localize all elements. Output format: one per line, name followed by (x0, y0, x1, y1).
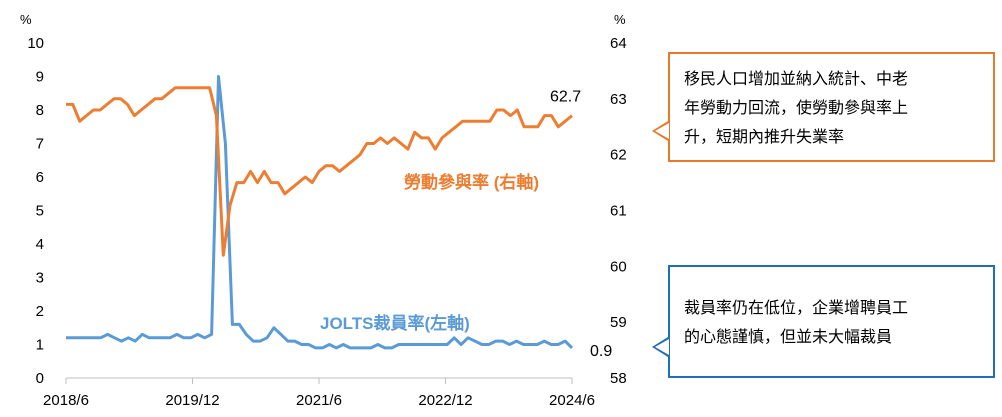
callout-line: 年勞動力回流，使勞動參與率上 (684, 98, 909, 117)
left-axis-tick-label: 4 (36, 236, 44, 253)
left-axis-ticks: 0 1 2 3 4 5 6 7 8 9 10 (27, 35, 44, 387)
left-axis-tick-label: 9 (36, 69, 44, 86)
right-axis-tick-label: 63 (610, 91, 627, 108)
callout-line: 的心態謹慎，但並未大幅裁員 (684, 327, 893, 346)
left-axis-unit: % (20, 12, 32, 27)
callout-line: 升，短期內推升失業率 (684, 127, 845, 146)
callout-pointer-1-fill (655, 123, 669, 139)
right-axis-tick-label: 60 (610, 258, 627, 275)
series-line-labor-participation-rate (66, 86, 573, 257)
x-axis-tick-label: 2018/6 (43, 392, 89, 409)
right-axis-tick-label: 62 (610, 147, 627, 164)
x-axis-tick-label: 2022/12 (418, 392, 472, 409)
series-label-jolts-layoff-rate: JOLTS裁員率(左軸) (320, 313, 470, 333)
x-axis-ticks: 2018/6 2019/12 2021/6 2022/12 2024/6 (43, 378, 595, 409)
series-line-jolts-layoff-rate (66, 75, 574, 350)
end-value-jolts-layoff-rate: 0.9 (590, 343, 612, 360)
left-axis-tick-label: 6 (36, 169, 44, 186)
right-axis-unit: % (614, 12, 626, 27)
left-axis-tick-label: 2 (36, 303, 44, 320)
left-axis-tick-label: 1 (36, 337, 44, 354)
left-axis-tick-label: 8 (36, 102, 44, 119)
callout-line: 裁員率仍在低位，企業增聘員工 (684, 298, 909, 317)
right-axis-tick-label: 61 (610, 203, 627, 220)
left-axis-tick-label: 10 (27, 35, 44, 52)
x-axis-tick-label: 2024/6 (549, 392, 595, 409)
callout-line: 移民人口增加並納入統計、中老 (684, 69, 909, 88)
callout-box-labor-participation: 移民人口增加並納入統計、中老 年勞動力回流，使勞動參與率上 升，短期內推升失業率 (668, 52, 995, 162)
left-axis-tick-label: 0 (36, 370, 44, 387)
right-axis-ticks: 58 59 60 61 62 63 64 (610, 35, 627, 387)
left-axis-tick-label: 3 (36, 270, 44, 287)
right-axis-tick-label: 59 (610, 314, 627, 331)
x-axis-tick-label: 2019/12 (165, 392, 219, 409)
callout-pointer-2-fill (655, 339, 669, 355)
left-axis-tick-label: 5 (36, 203, 44, 220)
series-label-labor-participation-rate: 勞動參與率 (右軸) (404, 172, 539, 192)
right-axis-tick-label: 64 (610, 35, 627, 52)
end-value-labor-participation-rate: 62.7 (550, 89, 581, 106)
callout-box-layoff-rate: 裁員率仍在低位，企業增聘員工 的心態謹慎，但並未大幅裁員 (668, 265, 995, 378)
right-axis-tick-label: 58 (610, 370, 627, 387)
x-axis-tick-label: 2021/6 (296, 392, 342, 409)
left-axis-tick-label: 7 (36, 136, 44, 153)
